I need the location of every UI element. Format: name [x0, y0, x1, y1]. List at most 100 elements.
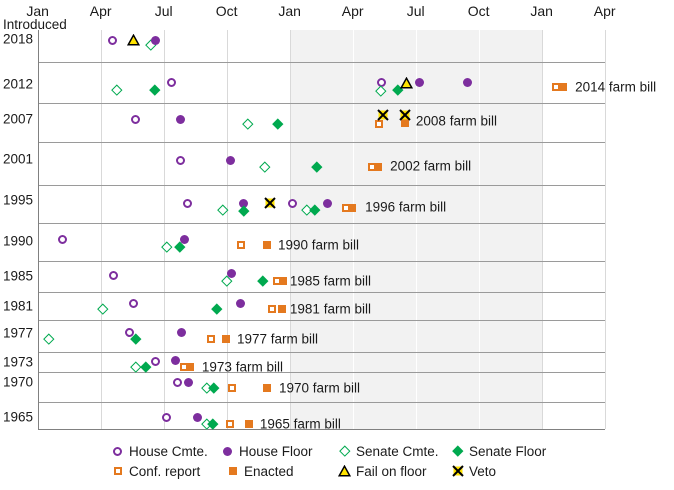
marker-house-cmte [125, 327, 135, 337]
marker-house-cmte [58, 234, 68, 244]
year-label: 1990 [3, 233, 34, 249]
gridline [415, 30, 417, 430]
legend-label: Conf. report [129, 463, 201, 479]
marker-conf [236, 241, 245, 249]
marker-house-cmte [176, 155, 186, 165]
marker-senate-floor [272, 118, 284, 130]
marker-house-cmte [128, 298, 138, 308]
row-separator [37, 401, 605, 403]
marker-conf [374, 120, 383, 128]
marker-house-cmte [173, 377, 183, 387]
year-label: 1970 [3, 374, 34, 390]
marker-house-cmte [131, 114, 141, 124]
marker-enacted [347, 204, 356, 212]
marker-enacted [244, 420, 253, 428]
marker-senate-floor [130, 333, 142, 345]
marker-enacted [277, 305, 286, 313]
marker-house-cmte [166, 77, 176, 87]
bill-label: 1990 farm bill [277, 237, 359, 253]
gridline [289, 30, 291, 430]
legend-label: Senate Cmte. [356, 443, 439, 459]
axis-tick-label: Jan [26, 3, 49, 19]
legend-label: Senate Floor [469, 443, 547, 459]
marker-conf [268, 305, 277, 313]
axis-tick-label: Jul [406, 3, 425, 19]
year-label: 2018 [3, 31, 34, 47]
marker-senate-floor [208, 382, 220, 394]
axis-tick-label: Apr [341, 3, 364, 19]
marker-senate-cmte [111, 84, 123, 96]
marker-house-floor [179, 234, 189, 244]
legend-label: Enacted [244, 463, 294, 479]
marker-house-cmte [107, 35, 117, 45]
x-axis-line [37, 429, 605, 431]
gridline [541, 30, 543, 430]
legend-item-enacted: Enacted [226, 463, 294, 479]
bill-label: 1970 farm bill [278, 380, 361, 396]
legend-item-senate-cmte: Senate Cmte. [338, 443, 439, 459]
marker-senate-cmte [259, 161, 271, 173]
marker-senate-floor [211, 303, 223, 315]
marker-house-floor [463, 77, 473, 87]
legend-marker-box [226, 465, 239, 478]
marker-house-floor [223, 446, 232, 456]
row-separator [37, 261, 605, 262]
row-separator [37, 320, 605, 321]
marker-conf [227, 384, 236, 392]
gridline [100, 30, 102, 430]
marker-veto [451, 465, 465, 477]
marker-conf [226, 420, 235, 428]
marker-senate-floor [238, 205, 250, 217]
bill-label: 1977 farm bill [236, 331, 319, 347]
row-separator [37, 103, 605, 105]
marker-senate-cmte [43, 333, 55, 345]
row-separator [37, 352, 605, 353]
year-label: 1965 [3, 409, 34, 425]
legend-marker-box [337, 464, 352, 478]
marker-veto [377, 109, 390, 121]
legend-marker-box [221, 445, 234, 458]
marker-fail [337, 464, 352, 477]
gridline [352, 30, 354, 430]
bill-label: 1996 farm bill [365, 199, 447, 215]
marker-enacted [558, 83, 567, 91]
row-separator [37, 372, 605, 373]
bill-label: 1985 farm bill [289, 273, 371, 289]
year-label: 2007 [3, 111, 34, 127]
axis-tick-label: Jul [154, 3, 173, 19]
marker-senate-floor [257, 275, 269, 287]
marker-house-floor [323, 198, 333, 208]
marker-house-floor [176, 114, 186, 124]
marker-enacted [278, 277, 287, 285]
marker-conf [206, 335, 215, 343]
marker-senate-floor [149, 84, 161, 96]
legend-item-house-floor: House Floor [221, 443, 313, 459]
row-separator [37, 142, 605, 144]
marker-enacted [228, 467, 237, 475]
y-axis-title: Introduced [3, 17, 67, 32]
marker-house-floor [227, 268, 237, 278]
marker-house-floor [236, 298, 246, 308]
legend-label: Veto [469, 463, 497, 479]
gridline [604, 30, 606, 430]
marker-enacted [263, 384, 272, 392]
marker-senate-cmte [242, 118, 254, 130]
marker-veto [264, 197, 277, 209]
year-label: 1981 [3, 298, 34, 314]
legend-item-senate-floor: Senate Floor [451, 443, 546, 459]
axis-tick-label: Apr [89, 3, 112, 19]
marker-house-floor [183, 377, 193, 387]
marker-house-cmte [182, 198, 192, 208]
legend-item-fail: Fail on floor [337, 463, 427, 479]
gridline [163, 30, 165, 430]
marker-house-floor [239, 198, 249, 208]
marker-enacted [400, 119, 409, 127]
legend-marker-box [451, 445, 464, 458]
bill-label: 1973 farm bill [201, 359, 283, 375]
axis-tick-label: Oct [467, 3, 490, 19]
gridline [226, 30, 228, 430]
marker-house-floor [414, 77, 424, 87]
year-label: 1977 [3, 325, 34, 341]
marker-veto [399, 109, 412, 121]
marker-enacted [222, 335, 231, 343]
